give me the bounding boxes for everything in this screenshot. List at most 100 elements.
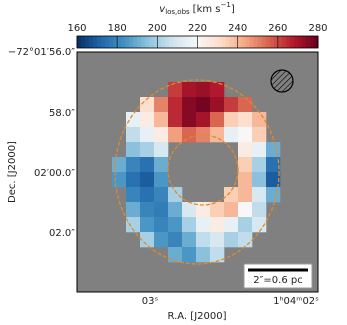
pixel [182, 247, 197, 263]
y-axis-label: Dec. [J2000] [7, 141, 18, 203]
pixel [126, 142, 141, 158]
pixel [252, 172, 267, 188]
colorbar-segment [221, 36, 227, 48]
colorbar-tick-label: 220 [188, 23, 207, 34]
colorbar: 160 180 200 220 240 260 280 [67, 23, 328, 49]
pixel [126, 112, 141, 128]
pixel [238, 127, 253, 143]
colorbar-segment [161, 36, 166, 48]
colorbar-segment [145, 36, 150, 48]
pixel [210, 202, 225, 218]
pixel [126, 217, 141, 233]
colorbar-segment [269, 36, 275, 48]
pixel [168, 97, 183, 113]
colorbar-segment [89, 36, 94, 48]
colorbar-segment [265, 36, 271, 48]
pixel [266, 157, 281, 173]
y-tick-label: −72°01′56.0″ [8, 47, 75, 58]
pixel [154, 157, 169, 173]
colorbar-tick-label: 180 [108, 23, 127, 34]
pixel [168, 82, 183, 98]
pixel [126, 187, 141, 203]
pixel [126, 202, 141, 218]
pixel [168, 202, 183, 218]
pixel [140, 127, 155, 143]
pixel [210, 82, 225, 98]
pixel [210, 112, 225, 128]
pixel [140, 217, 155, 233]
pixel [140, 202, 155, 218]
colorbar-segment [141, 36, 146, 48]
colorbar-segment [189, 36, 194, 48]
colorbar-segment [185, 36, 190, 48]
pixel [168, 217, 183, 233]
scalebar-label: 2″=0.6 pc [253, 275, 302, 286]
colorbar-tick-label: 160 [67, 23, 86, 34]
pixel [126, 157, 141, 173]
colorbar-segment [309, 36, 315, 48]
pixel [252, 157, 267, 173]
exponent: −1 [221, 1, 231, 9]
colorbar-segment [285, 36, 291, 48]
close: ] [231, 4, 235, 15]
colorbar-segment [289, 36, 295, 48]
colorbar-segment [97, 36, 102, 48]
pixel [168, 187, 183, 203]
colorbar-segment [217, 36, 223, 48]
pixel [210, 127, 225, 143]
colorbar-segment [297, 36, 303, 48]
pixel [196, 247, 211, 263]
colorbar-segment [277, 36, 283, 48]
colorbar-segment [213, 36, 219, 48]
pixel [196, 82, 211, 98]
colorbar-segment [225, 36, 231, 48]
pixel [140, 97, 155, 113]
pixel [224, 202, 239, 218]
colorbar-segment [93, 36, 98, 48]
colorbar-segment [261, 36, 267, 48]
pixel [266, 172, 281, 188]
colorbar-segment [113, 36, 118, 48]
colorbar-segment [193, 36, 198, 48]
scalebar-box [243, 263, 313, 289]
colorbar-tick-label: 240 [228, 23, 247, 34]
colorbar-segment [201, 36, 207, 48]
pixel [154, 187, 169, 203]
colorbar-segment [117, 36, 122, 48]
y-tick-label: 58.0″ [49, 108, 75, 119]
pixel [238, 187, 253, 203]
colorbar-segment [81, 36, 86, 48]
pixel [210, 247, 225, 263]
x-tick-label: 03ˢ [142, 296, 159, 307]
colorbar-segment [101, 36, 106, 48]
pixel [168, 232, 183, 248]
colorbar-segment [109, 36, 114, 48]
pixel [238, 157, 253, 173]
colorbar-segment [77, 36, 82, 48]
colorbar-segment [153, 36, 158, 48]
pixel [154, 112, 169, 128]
outer-aperture [114, 79, 280, 265]
colorbar-segment [257, 36, 263, 48]
colorbar-segment [129, 36, 134, 48]
pixel [168, 247, 183, 263]
colorbar-segment [249, 36, 255, 48]
colorbar-segment [237, 36, 243, 48]
pixel [168, 112, 183, 128]
colorbar-tick-label: 260 [268, 23, 287, 34]
pixel [238, 202, 253, 218]
pixel [252, 187, 267, 203]
pixel [182, 127, 197, 143]
colorbar-segment [233, 36, 239, 48]
pixel [182, 217, 197, 233]
pixel [196, 217, 211, 233]
colorbar-segment [229, 36, 235, 48]
frame [76, 51, 319, 293]
pixel [154, 202, 169, 218]
colorbar-segment [281, 36, 287, 48]
pixel [252, 202, 267, 218]
pixel [238, 112, 253, 128]
colorbar-label: vlos,obs [km s−1] [159, 1, 235, 16]
pixel [154, 217, 169, 233]
colorbar-segment [209, 36, 215, 48]
